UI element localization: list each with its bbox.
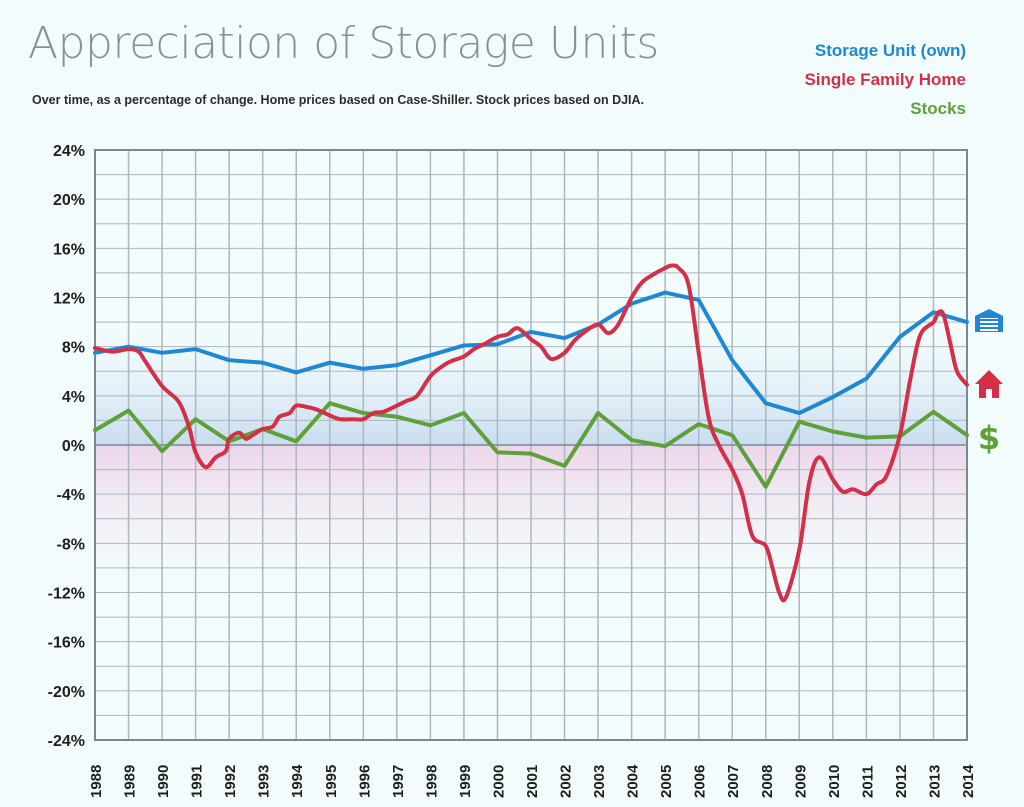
- x-tick-label: 1993: [256, 765, 273, 798]
- house-icon: [975, 370, 1003, 398]
- x-tick-label: 2006: [692, 765, 709, 798]
- y-tick-label: 4%: [62, 389, 85, 406]
- house-shape: [975, 370, 1003, 398]
- dollar-icon: $: [978, 419, 1000, 457]
- x-tick-label: 2009: [792, 765, 809, 798]
- y-tick-label: -8%: [57, 536, 85, 553]
- y-tick-label: 24%: [53, 143, 85, 160]
- x-tick-label: 1999: [457, 765, 474, 798]
- y-tick-label: 16%: [53, 241, 85, 258]
- x-tick-label: 2012: [893, 765, 910, 798]
- x-tick-label: 1992: [222, 765, 239, 798]
- garage-icon: [975, 309, 1003, 332]
- x-tick-label: 1995: [323, 765, 340, 798]
- y-tick-label: -20%: [48, 684, 85, 701]
- x-tick-label: 2008: [759, 765, 776, 798]
- stocks-line: [93, 401, 969, 489]
- y-tick-label: -16%: [48, 635, 85, 652]
- storage-unit-line: [93, 290, 969, 416]
- garage-door-slat: [980, 327, 998, 329]
- x-tick-label: 1991: [189, 765, 206, 798]
- y-tick-label: -24%: [48, 733, 85, 750]
- x-tick-label: 2007: [725, 765, 742, 798]
- y-tick-label: -4%: [57, 487, 85, 504]
- plot-frame: [94, 149, 968, 741]
- y-tick-label: -12%: [48, 586, 85, 603]
- x-tick-label: 2004: [625, 764, 642, 798]
- x-tick-label: 1997: [390, 765, 407, 798]
- chart-subtitle: Over time, as a percentage of change. Ho…: [32, 93, 645, 107]
- x-tick-label: 2014: [960, 764, 977, 798]
- x-tick-label: 1988: [88, 765, 105, 798]
- x-tick-label: 1996: [356, 765, 373, 798]
- y-tick-label: 20%: [53, 192, 85, 209]
- x-tick-label: 2000: [490, 765, 507, 798]
- legend: Storage Unit (own) Single Family Home St…: [804, 36, 966, 123]
- legend-item-home: Single Family Home: [804, 70, 966, 89]
- y-tick-label: 8%: [62, 340, 85, 357]
- x-tick-label: 1989: [122, 765, 139, 798]
- legend-item-storage: Storage Unit (own): [814, 41, 966, 60]
- x-tick-label: 2003: [591, 765, 608, 798]
- x-tick-label: 1994: [289, 764, 306, 798]
- y-tick-label: 0%: [62, 438, 85, 455]
- x-tick-label: 2011: [859, 765, 876, 798]
- x-tick-label: 1990: [155, 765, 172, 798]
- x-tick-label: 2001: [524, 765, 541, 798]
- x-tick-label: 2013: [926, 765, 943, 798]
- legend-item-stocks: Stocks: [910, 99, 966, 118]
- x-tick-label: 1998: [423, 765, 440, 798]
- x-tick-label: 2010: [826, 765, 843, 798]
- y-tick-label: 12%: [53, 291, 85, 308]
- garage-door-slat: [980, 319, 998, 321]
- x-tick-label: 2005: [658, 765, 675, 798]
- x-tick-label: 2002: [558, 765, 575, 798]
- chart-title: Appreciation of Storage Units: [28, 18, 659, 69]
- single-family-home-line: [93, 263, 969, 603]
- garage-door-slat: [980, 323, 998, 325]
